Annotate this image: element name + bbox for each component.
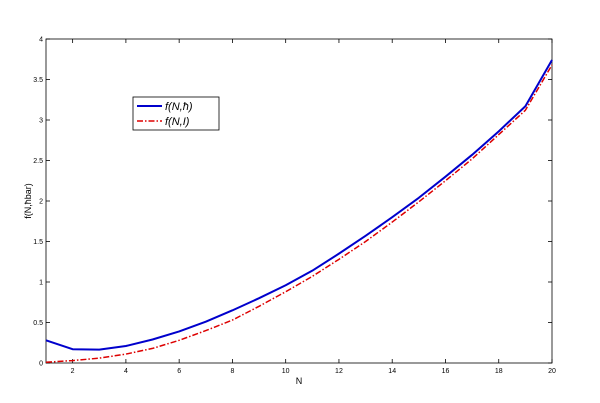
series-line-2 — [45, 64, 553, 363]
x-axis-ticks: 2 4 6 8 10 12 14 16 18 20 — [71, 39, 556, 375]
y-tick-label: 0 — [39, 361, 43, 368]
x-tick-label: 8 — [230, 368, 234, 375]
x-tick-label: 6 — [177, 368, 181, 375]
x-tick-label: 2 — [71, 368, 75, 375]
legend: f(N,ħ) f(N,I) — [132, 96, 220, 131]
y-tick-label: 2 — [39, 199, 43, 206]
x-tick-label: 4 — [124, 368, 128, 375]
x-axis-label: N — [296, 376, 303, 386]
x-tick-label: 20 — [548, 368, 556, 375]
series-layer — [45, 59, 553, 363]
x-tick-label: 14 — [388, 368, 396, 375]
y-axis-ticks: 0 0.5 1 1.5 2 2.5 3 3.5 4 — [33, 37, 552, 368]
x-tick-label: 10 — [282, 368, 290, 375]
x-tick-label: 16 — [442, 368, 450, 375]
y-tick-label: 0.5 — [33, 320, 43, 327]
y-tick-label: 2.5 — [33, 158, 43, 165]
x-tick-label: 12 — [335, 368, 343, 375]
plot-frame — [45, 38, 553, 364]
y-axis-label: f(N,ħbar) — [23, 183, 33, 219]
legend-box — [132, 96, 220, 131]
legend-label-series-1: f(N,ħ) — [165, 101, 193, 113]
y-tick-label: 1 — [39, 280, 43, 287]
plot-area — [45, 38, 553, 364]
y-tick-label: 4 — [39, 37, 43, 44]
y-tick-label: 1.5 — [33, 239, 43, 246]
series-line-1 — [45, 59, 553, 351]
legend-label-series-2: f(N,I) — [165, 116, 190, 128]
x-tick-label: 18 — [495, 368, 503, 375]
y-tick-label: 3.5 — [33, 77, 43, 84]
y-tick-label: 3 — [39, 118, 43, 125]
